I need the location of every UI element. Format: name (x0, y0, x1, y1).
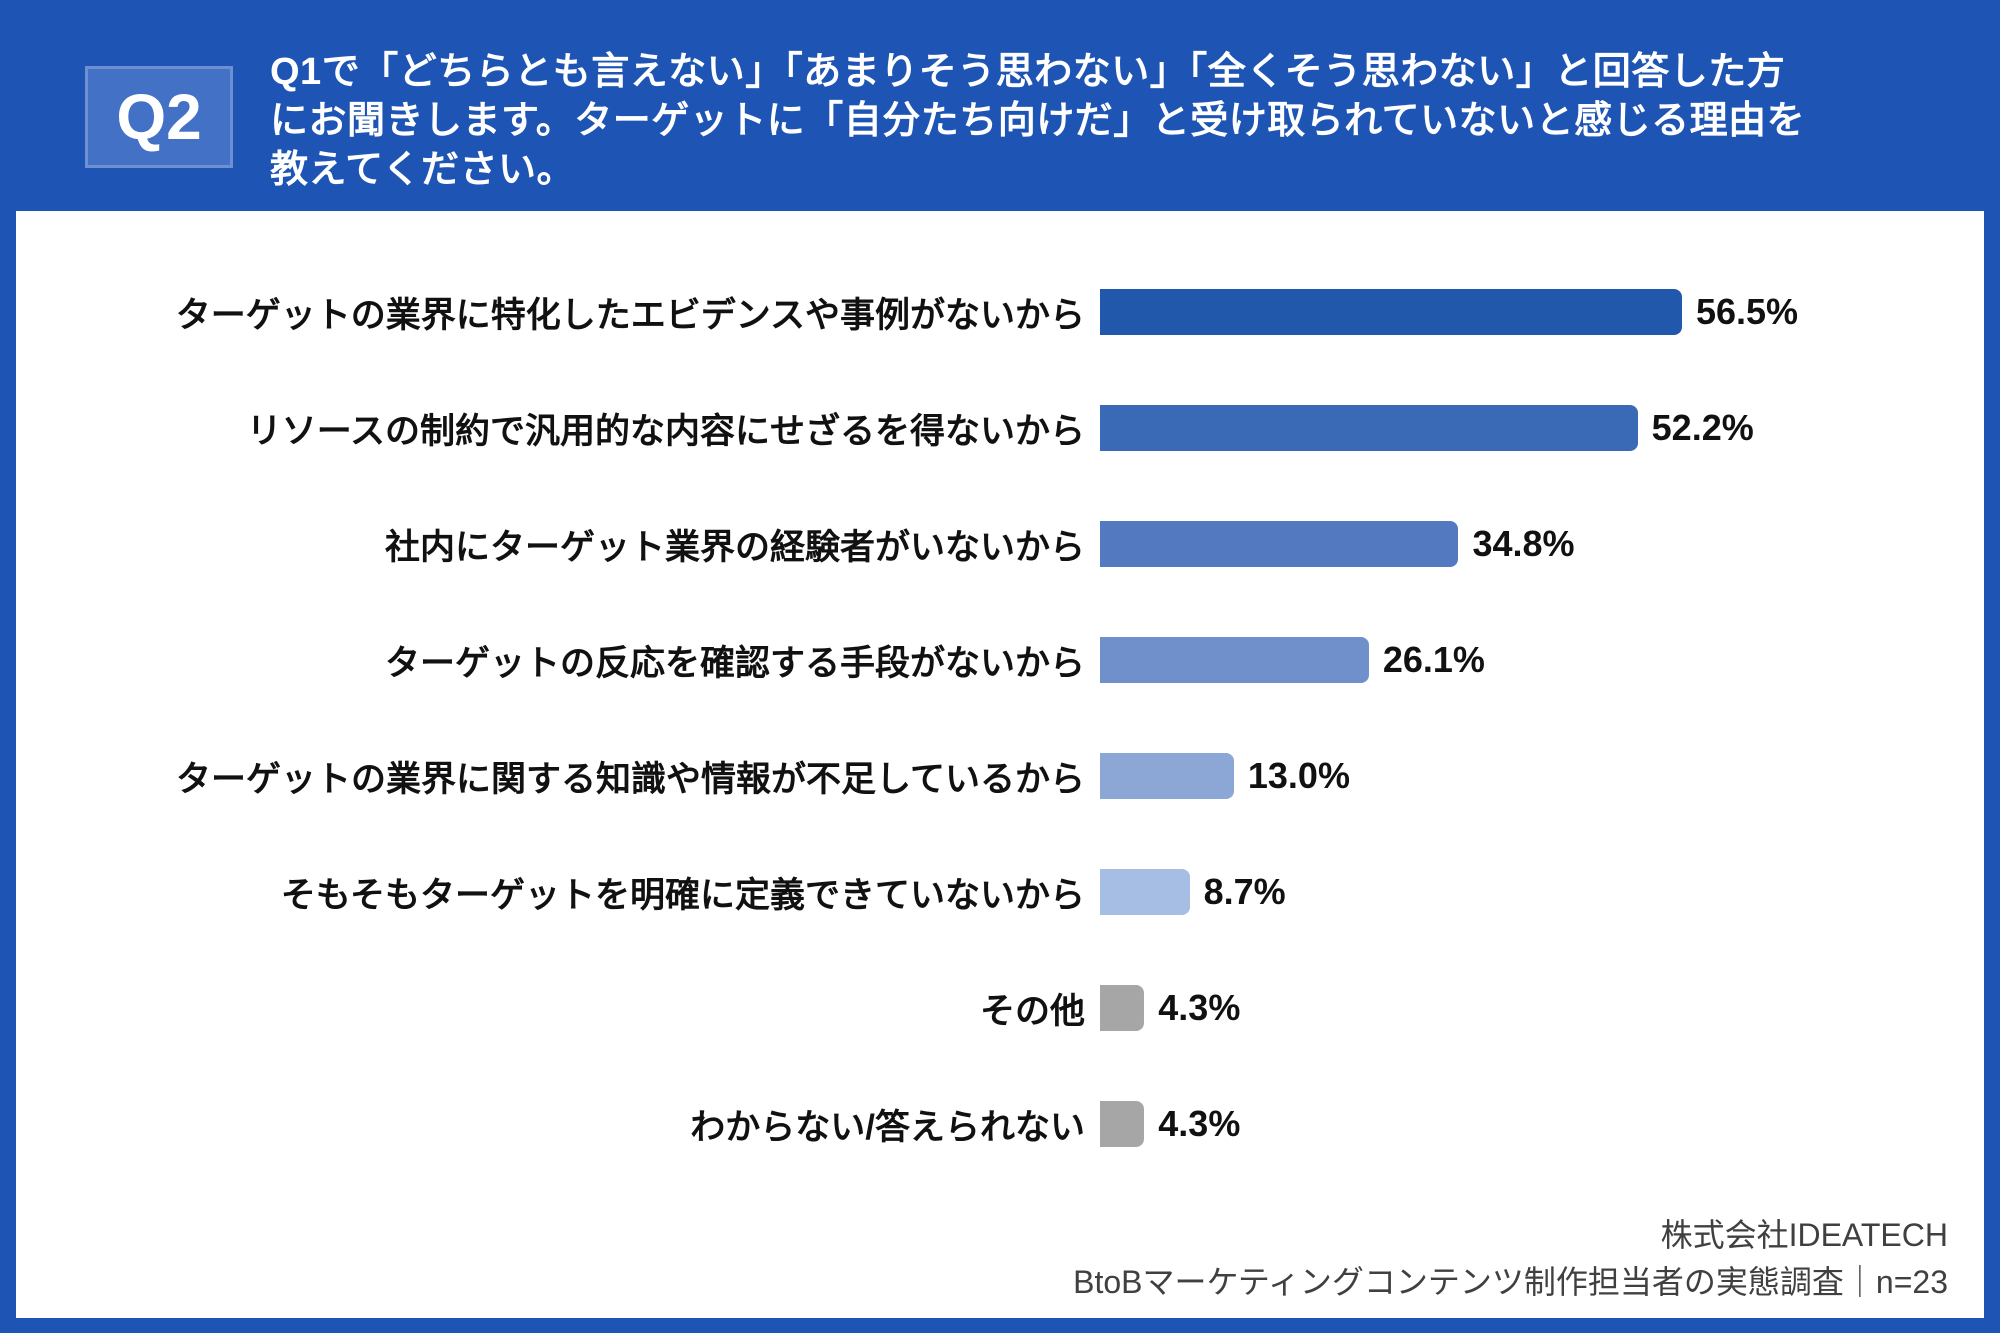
bar (1100, 1101, 1145, 1147)
bar-category-label: 社内にターゲット業界の経験者がいないから (384, 527, 1085, 567)
bar-track: 4.3% (1100, 985, 1984, 1031)
bar-row: ターゲットの業界に特化したエビデンスや事例がないから 56.5% (16, 254, 1984, 370)
bar-value-label: 4.3% (1158, 1103, 1241, 1144)
source-company: 株式会社IDEATECH (1660, 1217, 1948, 1253)
question-header: Q2 Q1で「どちらとも言えない」「あまりそう思わない」「全くそう思わない」と回… (0, 0, 2000, 211)
bar-track: 4.3% (1100, 1101, 1984, 1147)
bar (1100, 753, 1234, 799)
bar-track: 8.7% (1100, 869, 1984, 915)
bar-track: 56.5% (1100, 289, 1984, 335)
bar (1100, 521, 1459, 567)
bar (1100, 289, 1682, 335)
bar-track: 26.1% (1100, 637, 1984, 683)
bar (1100, 985, 1145, 1031)
bar-row: ターゲットの反応を確認する手段がないから 26.1% (16, 602, 1984, 718)
bar-value-label: 13.0% (1247, 755, 1350, 796)
bar-value-label: 4.3% (1158, 987, 1241, 1028)
bar-value-label: 34.8% (1472, 523, 1575, 564)
bar-category-label: ターゲットの反応を確認する手段がないから (384, 643, 1085, 683)
bar-row: 社内にターゲット業界の経験者がいないから 34.8% (16, 486, 1984, 602)
source-footer: 株式会社IDEATECH BtoBマーケティングコンテンツ制作担当者の実態調査｜… (1073, 1212, 1948, 1306)
source-survey: BtoBマーケティングコンテンツ制作担当者の実態調査｜n=23 (1073, 1264, 1948, 1300)
bar (1100, 869, 1190, 915)
bar-value-label: 56.5% (1695, 291, 1799, 332)
bar-category-label: ターゲットの業界に特化したエビデンスや事例がないから (175, 295, 1085, 335)
bar-value-label: 26.1% (1382, 639, 1485, 680)
bar-value-label: 52.2% (1651, 407, 1754, 448)
question-text-line-2: にお聞きします。ターゲットに「自分たち向けだ」と受け取られていないと感じる理由を (270, 100, 1806, 142)
bar (1100, 637, 1369, 683)
question-number-label: Q2 (116, 81, 202, 153)
question-text-line-1: Q1で「どちらとも言えない」「あまりそう思わない」「全くそう思わない」と回答した… (270, 51, 1786, 93)
bar-category-label: ターゲットの業界に関する知識や情報が不足しているから (176, 759, 1085, 799)
bar-row: そもそもターゲットを明確に定義できていないから 8.7% (16, 834, 1984, 950)
horizontal-bar-chart: ターゲットの業界に特化したエビデンスや事例がないから 56.5% リソースの制約で汎… (16, 254, 1984, 1182)
chart-panel: ターゲットの業界に特化したエビデンスや事例がないから 56.5% リソースの制約で汎… (16, 211, 1984, 1318)
bar-category-label: わからない/答えられない (690, 1107, 1085, 1147)
question-text-line-3: 教えてください。 (270, 149, 575, 191)
bar-category-label: その他 (979, 991, 1085, 1031)
bar-track: 34.8% (1100, 521, 1984, 567)
bar-row: ターゲットの業界に関する知識や情報が不足しているから 13.0% (16, 718, 1984, 834)
question-text: Q1で「どちらとも言えない」「あまりそう思わない」「全くそう思わない」と回答した… (270, 48, 1805, 195)
bar-category-label: リソースの制約で汎用的な内容にせざるを得ないから (246, 411, 1085, 451)
bar-track: 52.2% (1100, 405, 1984, 451)
bar (1100, 405, 1638, 451)
bar-value-label: 8.7% (1203, 871, 1286, 912)
bar-track: 13.0% (1100, 753, 1984, 799)
bar-category-label: そもそもターゲットを明確に定義できていないから (280, 875, 1085, 915)
bar-row: リソースの制約で汎用的な内容にせざるを得ないから 52.2% (16, 370, 1984, 486)
bar-row: わからない/答えられない 4.3% (16, 1066, 1984, 1182)
question-number-badge: Q2 (85, 66, 233, 168)
bar-row: その他 4.3% (16, 950, 1984, 1066)
